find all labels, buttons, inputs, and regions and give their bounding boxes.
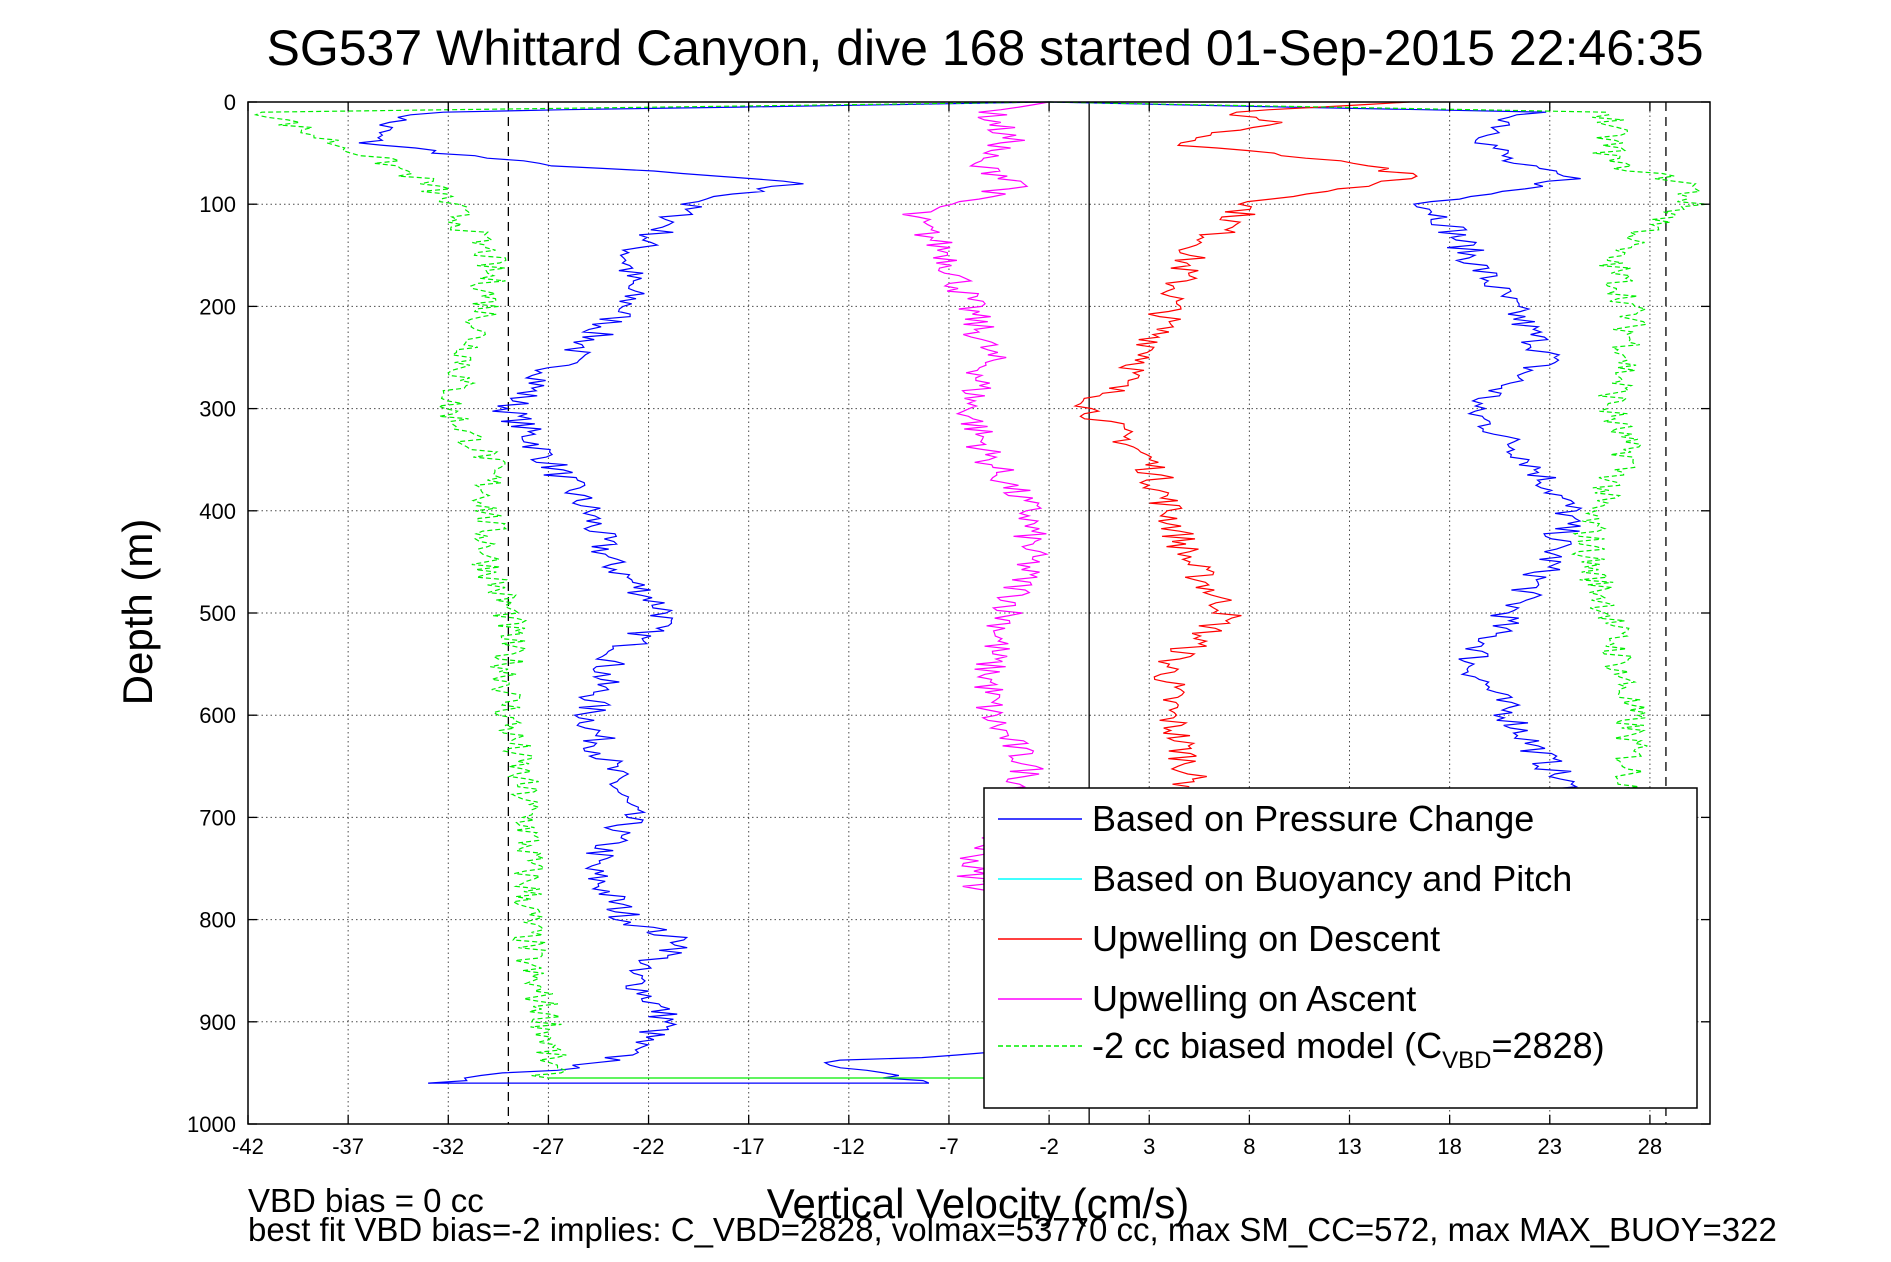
x-tick-label: -27 [533,1134,565,1159]
chart-title: SG537 Whittard Canyon, dive 168 started … [266,20,1703,76]
legend-label: Based on Buoyancy and Pitch [1092,858,1572,899]
legend-label: -2 cc biased model (CVBD=2828) [1092,1025,1605,1074]
x-tick-label: 23 [1538,1134,1562,1159]
x-axis: -42 -37 -32 -27 -22 -17 -12 -7 -2 3 8 13 18 23 28 [232,102,1662,1159]
x-tick-label: -17 [733,1134,765,1159]
y-tick-label: 400 [199,499,236,524]
y-tick-label: 500 [199,601,236,626]
y-axis: 0 100 200 300 400 500 600 700 800 900 1000 [187,90,1710,1137]
y-axis-label: Depth (m) [114,519,161,706]
y-tick-label: 700 [199,805,236,830]
y-tick-label: 900 [199,1010,236,1035]
legend-label: Based on Pressure Change [1092,798,1534,839]
legend-label: Upwelling on Descent [1092,918,1440,959]
footer-line-2: best fit VBD bias=-2 implies: C_VBD=2828… [248,1211,1777,1248]
y-tick-label: 600 [199,703,236,728]
x-tick-label: -37 [332,1134,364,1159]
x-tick-label: 28 [1638,1134,1662,1159]
legend-label: Upwelling on Ascent [1092,978,1416,1019]
x-tick-label: 18 [1437,1134,1461,1159]
series-2-line [1073,101,1418,788]
x-tick-label: -22 [633,1134,665,1159]
y-tick-label: 800 [199,908,236,933]
series-3-line [902,101,1050,900]
series-0-line [358,101,1050,1084]
x-tick-label: -7 [939,1134,959,1159]
y-tick-label: 100 [199,192,236,217]
legend-box [983,787,1698,1109]
x-tick-label: 8 [1243,1134,1255,1159]
x-tick-label: 3 [1143,1134,1155,1159]
y-tick-label: 300 [199,397,236,422]
x-tick-label: -32 [432,1134,464,1159]
x-tick-label: -12 [833,1134,865,1159]
legend: Based on Pressure Change Based on Buoyanc… [983,787,1698,1109]
y-tick-label: 1000 [187,1112,236,1137]
x-tick-label: -2 [1039,1134,1059,1159]
y-tick-label: 0 [224,90,236,115]
series-4-line [253,101,1050,1079]
x-tick-label: 13 [1337,1134,1361,1159]
x-axis-label: Vertical Velocity (cm/s) [767,1180,1189,1227]
footer-line-1: VBD bias = 0 cc [248,1182,484,1219]
y-tick-label: 200 [199,294,236,319]
x-tick-label: -42 [232,1134,264,1159]
